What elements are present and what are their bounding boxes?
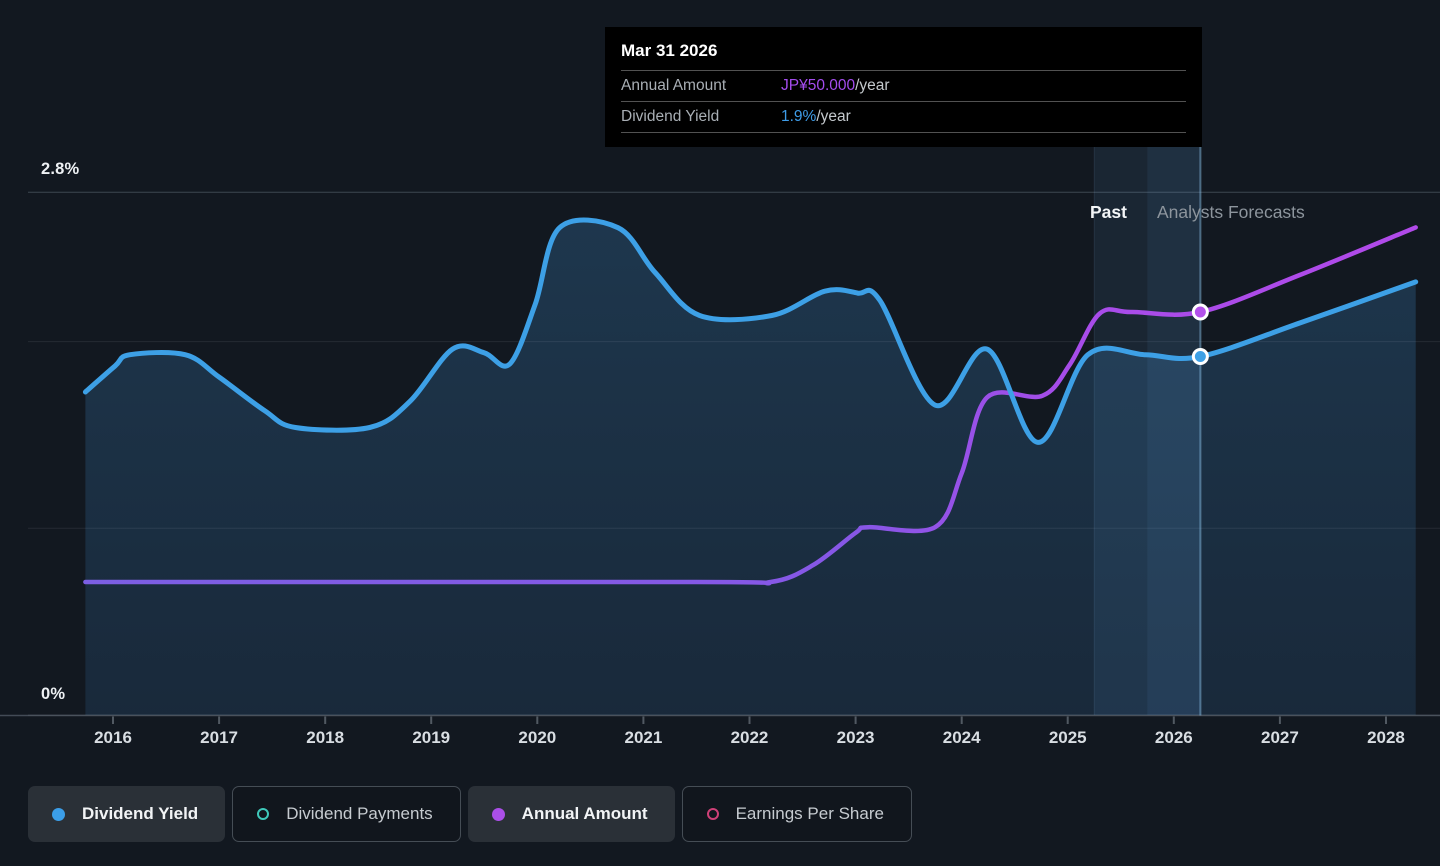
x-axis-label-2026: 2026 (1154, 728, 1193, 747)
legend-item-label: Dividend Yield (82, 804, 199, 823)
x-axis-label-2027: 2027 (1260, 728, 1299, 747)
phase-labels: Past Analysts Forecasts (1090, 202, 1305, 223)
legend-item-label: Earnings Per Share (735, 804, 884, 823)
annual-amount-dot-icon (491, 807, 505, 821)
dividend-yield-dot-icon (52, 807, 65, 821)
legend-item-label: Annual Amount (521, 804, 648, 823)
legend-item-earnings-per-share[interactable]: Earnings Per Share (681, 786, 912, 842)
tooltip-row-value-wrap: 1.9%/year (781, 108, 851, 126)
dividend-yield-area (85, 220, 1416, 716)
tooltip-row-suffix: /year (855, 77, 890, 94)
past-label: Past (1090, 202, 1127, 222)
highlight-band (1094, 146, 1201, 715)
tooltip-row-annual-amount: Annual Amount JP¥50.000/year (621, 70, 1186, 101)
x-axis-label-2018: 2018 (306, 728, 345, 747)
x-axis-label-2020: 2020 (518, 728, 557, 747)
dividend-yield-marker[interactable] (1191, 348, 1209, 365)
analysts-forecasts-label: Analysts Forecasts (1156, 202, 1305, 222)
x-axis-label-2023: 2023 (836, 728, 875, 747)
tooltip-row-label: Annual Amount (621, 77, 727, 94)
x-axis-label-2022: 2022 (730, 728, 769, 747)
x-axis-label-2016: 2016 (94, 728, 132, 747)
y-axis-max-label: 2.8% (41, 160, 80, 178)
legend-item-annual-amount[interactable]: Annual Amount (467, 786, 675, 842)
chart-legend: Dividend Yield Dividend Payments Annual Am… (28, 786, 912, 842)
legend-item-dividend-payments[interactable]: Dividend Payments (232, 786, 461, 842)
tooltip-row-dividend-yield: Dividend Yield 1.9%/year (621, 101, 1186, 133)
x-axis-label-2019: 2019 (412, 728, 451, 747)
legend-item-label: Dividend Payments (286, 804, 433, 823)
tooltip-row-suffix: /year (816, 108, 851, 125)
x-axis-label-2028: 2028 (1367, 728, 1405, 747)
tooltip-date: Mar 31 2026 (621, 41, 718, 60)
tooltip-row-value: 1.9% (781, 108, 817, 125)
dividend-yield-line (82, 217, 1419, 445)
hover-tooltip: Mar 31 2026 Annual Amount JP¥50.000/year… (605, 27, 1202, 147)
annual-amount-marker[interactable] (1191, 303, 1209, 321)
earnings-per-share-ring-icon (706, 808, 719, 820)
highlight-band-inner (1147, 146, 1201, 715)
y-axis-zero-label: 0% (41, 685, 66, 703)
x-axis-label-2025: 2025 (1048, 728, 1087, 747)
x-axis-label-2024: 2024 (942, 728, 981, 747)
annual-amount-line (83, 225, 1418, 586)
tooltip-row-value: JP¥50.000 (781, 77, 856, 94)
x-axis-label-2017: 2017 (200, 728, 238, 747)
x-axis-label-2021: 2021 (624, 728, 663, 747)
legend-item-dividend-yield[interactable]: Dividend Yield (28, 786, 226, 842)
dividend-payments-ring-icon (257, 808, 270, 820)
tooltip-row-value-wrap: JP¥50.000/year (781, 77, 890, 95)
tooltip-row-label: Dividend Yield (621, 108, 720, 125)
